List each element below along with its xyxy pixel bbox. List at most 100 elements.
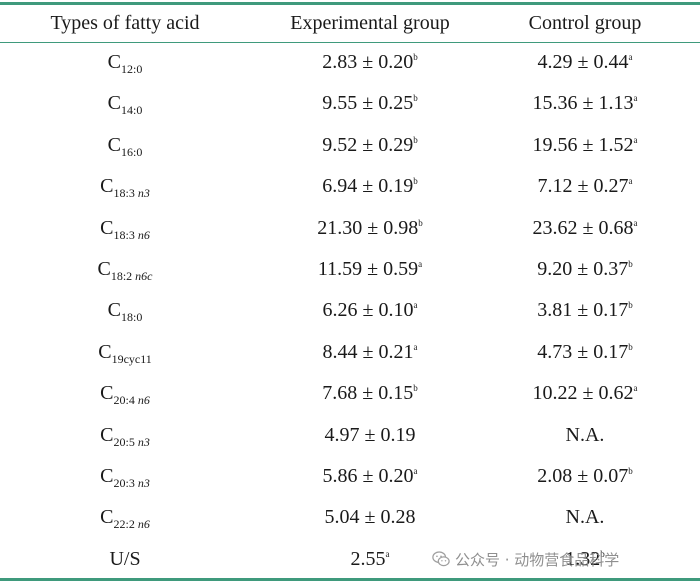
significance-letter: a: [633, 383, 638, 393]
header-type: Types of fatty acid: [50, 12, 200, 34]
subscript-omega: n6: [137, 393, 150, 407]
subscript-omega: n6: [137, 517, 150, 531]
experimental-value-text: 8.44 ± 0.21: [322, 341, 414, 363]
header-experimental: Experimental group: [290, 12, 450, 34]
experimental-value: 8.44 ± 0.21a: [250, 340, 490, 364]
subscript-chain: 20:3: [113, 476, 138, 490]
experimental-value-text: 6.94 ± 0.19: [322, 175, 414, 197]
fatty-acid-subscript: 18:2 n6c: [111, 269, 153, 283]
header-rule: [0, 42, 700, 43]
fatty-acid-subscript: 19cyc11: [112, 352, 152, 366]
significance-letter: b: [418, 218, 423, 228]
fatty-acid-base: C: [100, 382, 114, 404]
experimental-value: 6.94 ± 0.19b: [250, 174, 490, 198]
experimental-value: 21.30 ± 0.98b: [250, 216, 490, 240]
subscript-chain: 18:3: [113, 228, 138, 242]
header-control: Control group: [528, 12, 642, 34]
fatty-acid-type: C22:2 n6: [0, 505, 250, 531]
significance-letter: a: [633, 93, 638, 103]
significance-letter: b: [413, 52, 418, 62]
significance-letter: a: [418, 259, 423, 269]
significance-letter: a: [413, 300, 418, 310]
control-value-text: 1.32: [565, 548, 601, 570]
experimental-value-text: 9.55 ± 0.25: [322, 92, 414, 114]
subscript-chain: 12:0: [121, 62, 143, 76]
fatty-acid-type: C18:3 n3: [0, 174, 250, 200]
experimental-value-text: 5.86 ± 0.20: [322, 465, 414, 487]
fatty-acid-type: C14:0: [0, 91, 250, 117]
significance-letter: b: [628, 259, 633, 269]
fatty-acid-subscript: 12:0: [121, 62, 142, 76]
subscript-omega: n3: [137, 435, 150, 449]
fatty-acid-base: C: [100, 506, 114, 528]
control-value: 23.62 ± 0.68a: [470, 216, 700, 240]
experimental-value: 7.68 ± 0.15b: [250, 381, 490, 405]
control-value: 4.73 ± 0.17b: [470, 340, 700, 364]
experimental-value-text: 2.83 ± 0.20: [322, 51, 414, 73]
fatty-acid-type: U/S: [0, 547, 250, 571]
control-value-text: 19.56 ± 1.52: [532, 134, 634, 156]
subscript-omega: n3: [137, 186, 150, 200]
fatty-acid-type: C19cyc11: [0, 340, 250, 366]
fatty-acid-subscript: 22:2 n6: [114, 517, 150, 531]
fatty-acid-base: U/S: [109, 548, 141, 570]
watermark: 公众号 · 动物营食品科学: [432, 548, 619, 570]
control-value: N.A.: [470, 505, 700, 529]
fatty-acid-base: C: [100, 424, 114, 446]
control-value: 19.56 ± 1.52a: [470, 133, 700, 157]
control-value: 10.22 ± 0.62a: [470, 381, 700, 405]
control-value-text: N.A.: [565, 424, 605, 446]
control-value: 2.08 ± 0.07b: [470, 464, 700, 488]
significance-letter: b: [600, 549, 605, 559]
experimental-value: 9.55 ± 0.25b: [250, 91, 490, 115]
subscript-chain: 16:0: [121, 145, 143, 159]
fatty-acid-base: C: [100, 217, 114, 239]
control-value-text: N.A.: [565, 506, 605, 528]
control-value-text: 7.12 ± 0.27: [537, 175, 629, 197]
wechat-icon: [432, 551, 450, 567]
subscript-chain: 19cyc11: [111, 352, 152, 366]
experimental-value-text: 21.30 ± 0.98: [317, 217, 419, 239]
experimental-value: 2.55a: [250, 547, 490, 571]
fatty-acid-type: C20:4 n6: [0, 381, 250, 407]
control-value-text: 3.81 ± 0.17: [537, 299, 629, 321]
fatty-acid-subscript: 18:3 n6: [114, 228, 150, 242]
control-value: 7.12 ± 0.27a: [470, 174, 700, 198]
experimental-value-text: 4.97 ± 0.19: [324, 424, 416, 446]
control-value-text: 2.08 ± 0.07: [537, 465, 629, 487]
subscript-chain: 18:2: [110, 269, 136, 283]
fatty-acid-base: C: [97, 258, 111, 280]
fatty-acid-base: C: [107, 92, 121, 114]
experimental-value: 5.04 ± 0.28: [250, 505, 490, 529]
control-value: 9.20 ± 0.37b: [470, 257, 700, 281]
experimental-value-text: 9.52 ± 0.29: [322, 134, 414, 156]
significance-letter: a: [628, 176, 633, 186]
subscript-chain: 18:0: [121, 310, 143, 324]
fatty-acid-type: C16:0: [0, 133, 250, 159]
fatty-acid-subscript: 14:0: [121, 103, 142, 117]
experimental-value-text: 7.68 ± 0.15: [322, 382, 414, 404]
control-value-text: 4.29 ± 0.44: [537, 51, 629, 73]
subscript-omega: n6c: [135, 269, 153, 283]
fatty-acid-type: C12:0: [0, 50, 250, 76]
fatty-acid-base: C: [107, 134, 121, 156]
fatty-acid-type: C18:2 n6c: [0, 257, 250, 283]
control-value-text: 15.36 ± 1.13: [532, 92, 634, 114]
fatty-acid-base: C: [107, 299, 121, 321]
subscript-chain: 14:0: [121, 103, 143, 117]
significance-letter: b: [413, 93, 418, 103]
bottom-rule: [0, 578, 700, 581]
experimental-value-text: 11.59 ± 0.59: [317, 258, 419, 280]
significance-letter: b: [413, 135, 418, 145]
significance-letter: b: [413, 176, 418, 186]
significance-letter: b: [628, 300, 633, 310]
fatty-acid-subscript: 20:5 n3: [114, 435, 150, 449]
control-value-text: 10.22 ± 0.62: [532, 382, 634, 404]
experimental-value: 11.59 ± 0.59a: [250, 257, 490, 281]
control-value-text: 4.73 ± 0.17: [537, 341, 629, 363]
control-value: 1.32b: [470, 547, 700, 571]
control-value: 4.29 ± 0.44a: [470, 50, 700, 74]
watermark-text: 公众号 · 动物营食品科学: [455, 550, 620, 569]
fatty-acid-subscript: 20:4 n6: [114, 393, 150, 407]
control-value-text: 23.62 ± 0.68: [532, 217, 634, 239]
